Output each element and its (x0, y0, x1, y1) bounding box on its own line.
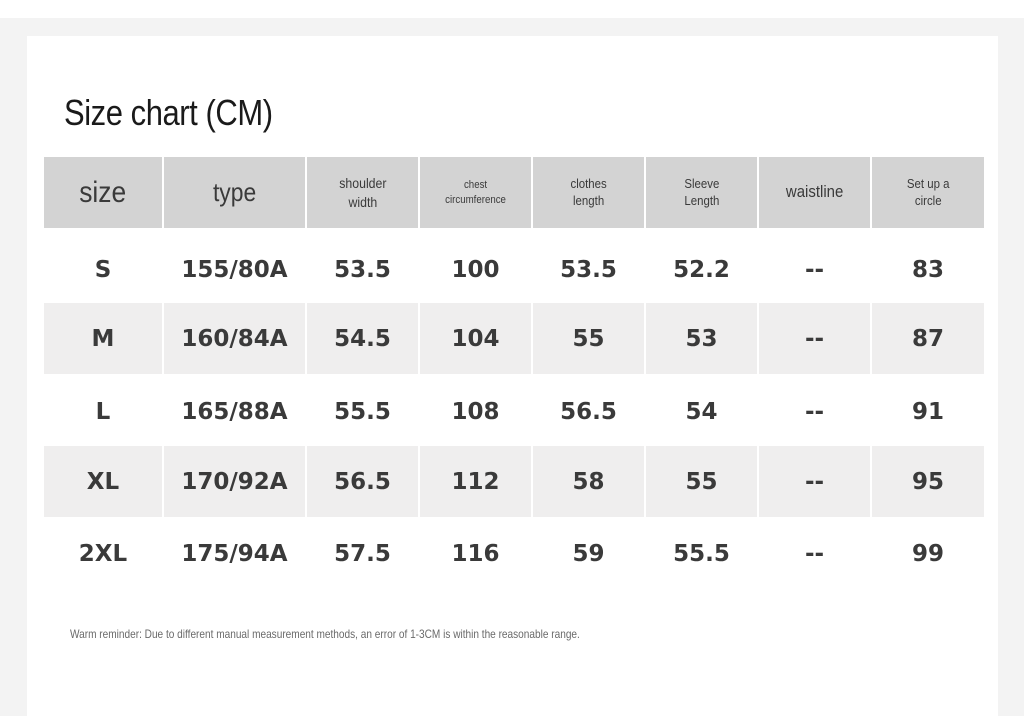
row-shade (164, 446, 305, 517)
table-cell: 99 (911, 540, 944, 567)
header-cell: shoulder width (307, 157, 418, 228)
table-cell: 52.2 (673, 256, 730, 283)
table-cell: 53.5 (560, 256, 617, 283)
table-cell: 55.5 (673, 540, 730, 567)
table-cell: 100 (451, 256, 500, 283)
table-cell: 116 (451, 540, 500, 567)
table-cell: 54.5 (334, 325, 391, 352)
header-cell: waistline (759, 157, 870, 228)
table-cell: 56.5 (560, 398, 617, 425)
table-cell: 160/84A (181, 325, 288, 352)
table-cell: -- (804, 256, 825, 283)
row-shade (44, 303, 162, 374)
size-label-cell: XL (86, 468, 120, 495)
row-shade (759, 446, 870, 517)
size-label-cell: L (95, 398, 111, 425)
table-cell: 57.5 (334, 540, 391, 567)
header-cell: Set up a circle (872, 157, 984, 228)
table-cell: -- (804, 398, 825, 425)
row-shade (420, 446, 531, 517)
table-cell: 170/92A (181, 468, 288, 495)
row-shade (646, 303, 757, 374)
header-cell: chest circumference (420, 157, 531, 228)
warm-reminder-note: Warm reminder: Due to different manual m… (70, 627, 580, 641)
table-cell: -- (804, 540, 825, 567)
table-cell: 55 (572, 325, 605, 352)
table-cell: 58 (572, 468, 605, 495)
row-shade (420, 303, 531, 374)
header-cell: type (164, 157, 305, 228)
size-label-cell: M (91, 325, 115, 352)
row-shade (533, 303, 644, 374)
top-band (0, 0, 1024, 18)
row-shade (872, 303, 984, 374)
size-chart-card (27, 36, 998, 716)
row-shade (307, 303, 418, 374)
table-cell: 83 (911, 256, 944, 283)
table-cell: -- (804, 325, 825, 352)
table-cell: -- (804, 468, 825, 495)
row-shade (759, 303, 870, 374)
page-title: Size chart (CM) (64, 92, 273, 133)
header-cell: size (44, 157, 162, 228)
row-shade (872, 446, 984, 517)
table-cell: 54 (685, 398, 718, 425)
table-cell: 91 (911, 398, 944, 425)
row-shade (44, 446, 162, 517)
table-cell: 55.5 (334, 398, 391, 425)
table-cell: 87 (911, 325, 944, 352)
table-cell: 108 (451, 398, 500, 425)
row-shade (164, 303, 305, 374)
header-cell: Sleeve Length (646, 157, 757, 228)
size-label-cell: 2XL (78, 540, 128, 567)
table-cell: 104 (451, 325, 500, 352)
table-cell: 95 (911, 468, 944, 495)
table-cell: 175/94A (181, 540, 288, 567)
table-cell: 59 (572, 540, 605, 567)
table-cell: 56.5 (334, 468, 391, 495)
table-cell: 53.5 (334, 256, 391, 283)
table-cell: 53 (685, 325, 718, 352)
header-cell: clothes length (533, 157, 644, 228)
table-cell: 155/80A (181, 256, 288, 283)
size-label-cell: S (94, 256, 112, 283)
table-cell: 112 (451, 468, 500, 495)
row-shade (307, 446, 418, 517)
table-cell: 165/88A (181, 398, 288, 425)
row-shade (533, 446, 644, 517)
table-cell: 55 (685, 468, 718, 495)
row-shade (646, 446, 757, 517)
